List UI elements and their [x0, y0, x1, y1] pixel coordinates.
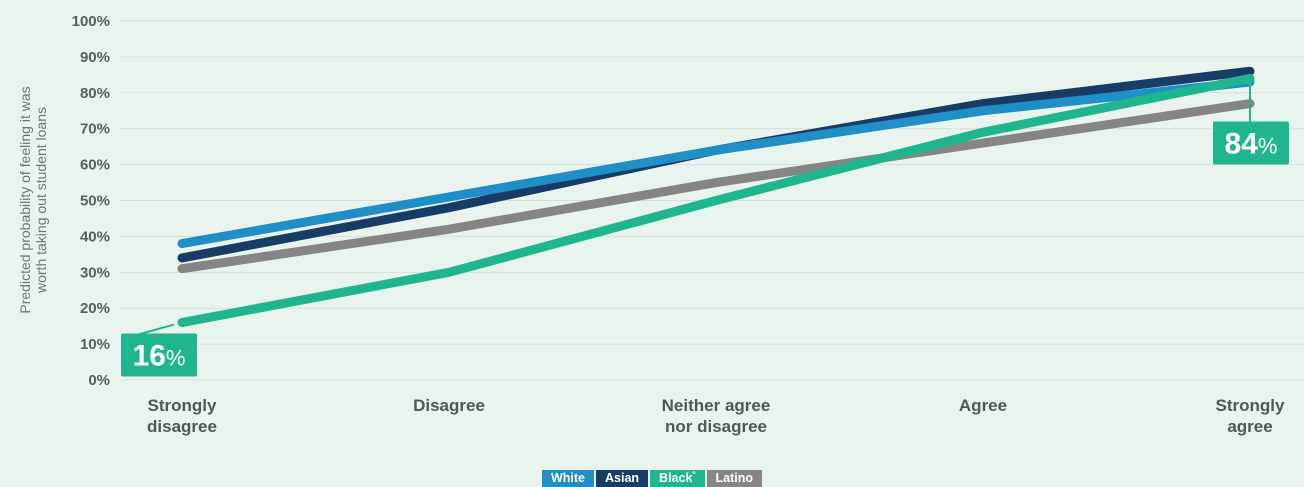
y-axis-label-line: Predicted probability of feeling it was — [17, 86, 33, 313]
series-line-white — [177, 77, 1255, 249]
y-tick-label: 80% — [80, 85, 110, 102]
y-tick-label: 30% — [80, 264, 110, 281]
legend-item-black: Black* — [650, 469, 705, 487]
legend-label: Black — [659, 471, 693, 485]
callout-box — [1213, 121, 1289, 165]
x-category-label-line: disagree — [147, 417, 217, 436]
legend-label: Latino — [715, 471, 754, 485]
callout-number: 16 — [133, 340, 166, 373]
y-tick-label: 60% — [80, 157, 110, 174]
y-axis-ticks: 0% 10% 20% 30% 40% 50% 60% 70% 80% 90% 100% — [72, 13, 110, 389]
x-category-label-line: Strongly — [148, 396, 217, 415]
x-category-label-line: Strongly — [1216, 396, 1285, 415]
x-category-label-line: Disagree — [413, 396, 485, 415]
y-tick-label: 70% — [80, 121, 110, 138]
x-category-label: Disagree — [413, 396, 485, 415]
y-axis-label: Predicted probability of feeling it wasw… — [17, 86, 49, 313]
legend-label: Asian — [605, 471, 640, 485]
legend-marker: * — [692, 469, 696, 479]
x-axis-categories: Strongly disagree Disagree Neither agree nor… — [147, 396, 1285, 436]
callout-black-4: 84% — [1213, 78, 1289, 165]
x-category-label-line: nor disagree — [665, 417, 767, 436]
x-category-label-line: Neither agree — [662, 396, 771, 415]
x-category-label: Agree — [959, 396, 1007, 415]
series-line-black — [177, 73, 1255, 328]
callout-unit: % — [166, 346, 186, 371]
callout-number: 84 — [1225, 127, 1259, 160]
x-category-label: Strongly disagree — [147, 396, 217, 436]
legend-item-asian: Asian — [596, 470, 649, 487]
y-axis-label-line: worth taking out student loans — [33, 107, 49, 294]
x-category-label: Neither agree nor disagree — [662, 396, 771, 436]
legend: White Asian Black* Latino — [0, 470, 1304, 487]
x-category-label: Strongly agree — [1216, 396, 1285, 436]
callout-black-0: 16% — [121, 323, 197, 377]
y-tick-label: 20% — [80, 300, 110, 317]
y-tick-label: 40% — [80, 228, 110, 245]
line-chart: 0% 10% 20% 30% 40% 50% 60% 70% 80% 90% 100% Predic… — [17, 13, 1304, 436]
series-lines — [177, 66, 1255, 328]
value-callouts: 16%84% — [121, 78, 1289, 377]
callout-unit: % — [1258, 133, 1278, 158]
callout-value: 84% — [1225, 127, 1278, 160]
legend-item-white: White — [541, 470, 594, 487]
x-category-label-line: agree — [1227, 417, 1272, 436]
legend-item-latino: Latino — [706, 470, 763, 487]
y-tick-label: 100% — [72, 13, 110, 30]
callout-box — [121, 333, 197, 377]
y-tick-label: 90% — [80, 49, 110, 66]
series-line-latino — [177, 99, 1255, 274]
y-tick-label: 10% — [80, 336, 110, 353]
x-category-label-line: Agree — [959, 396, 1007, 415]
y-tick-label: 50% — [80, 193, 110, 210]
y-tick-label: 0% — [88, 372, 110, 389]
callout-value: 16% — [133, 340, 186, 373]
legend-label: White — [550, 471, 585, 485]
